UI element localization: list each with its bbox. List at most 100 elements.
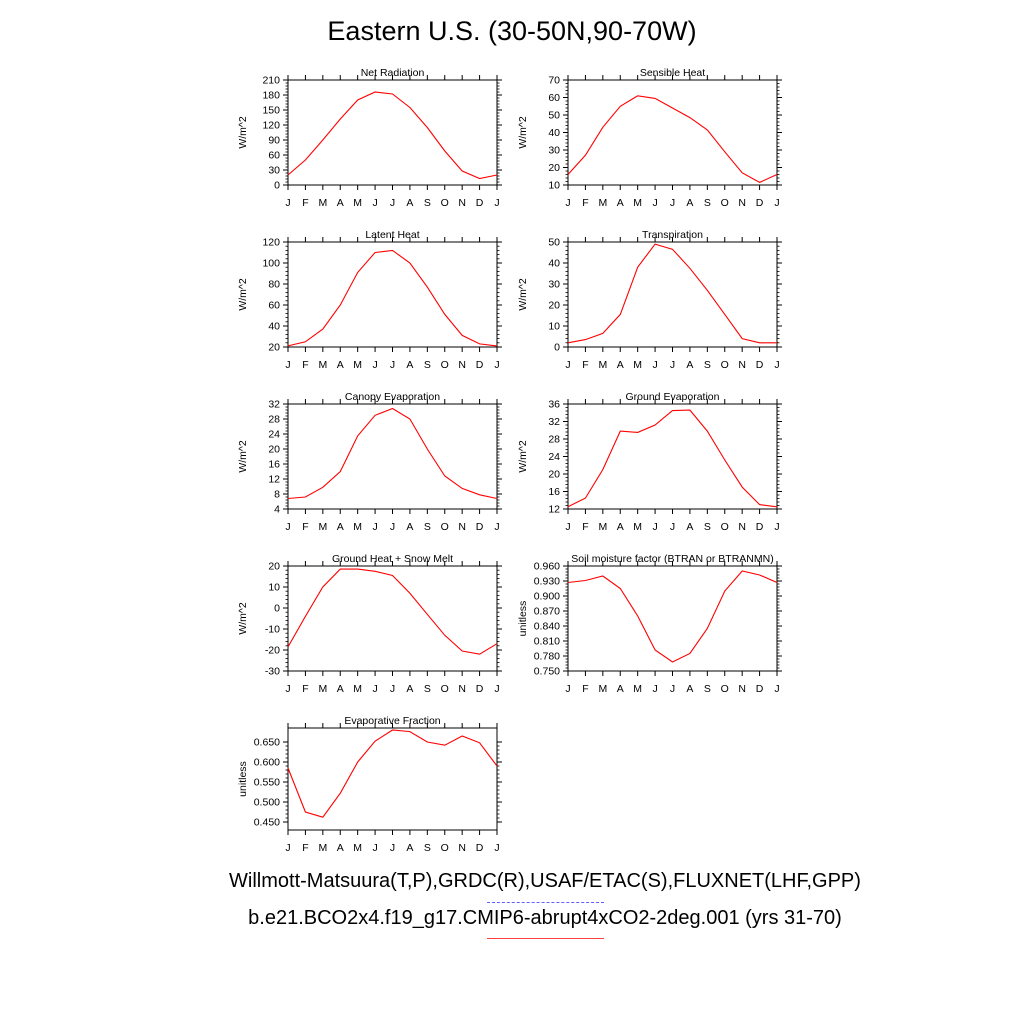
plot-frame [567, 403, 778, 510]
y-tick-label: 16 [548, 486, 560, 498]
model-series-line [567, 570, 778, 663]
x-tick-label: D [756, 197, 764, 209]
x-tick-label: J [565, 683, 570, 695]
y-tick-label: 24 [268, 429, 280, 441]
model-series-line [287, 729, 498, 818]
y-axis-label: W/m^2 [237, 440, 249, 473]
y-tick-label: 50 [548, 110, 560, 122]
x-tick-label: M [318, 197, 327, 209]
x-tick-label: D [476, 197, 484, 209]
y-axis-label: unitless [237, 761, 249, 797]
x-tick-label: F [582, 521, 588, 533]
x-tick-label: M [598, 683, 607, 695]
x-tick-label: J [652, 197, 657, 209]
x-tick-label: F [302, 521, 308, 533]
x-tick-label: J [390, 521, 395, 533]
x-tick-label: M [353, 197, 362, 209]
y-tick-label: 36 [548, 399, 560, 411]
y-tick-label: 60 [268, 150, 280, 162]
x-tick-label: F [302, 359, 308, 371]
y-tick-label: 8 [274, 489, 280, 501]
x-tick-label: A [406, 683, 413, 695]
y-tick-label: 0.840 [534, 621, 560, 633]
x-tick-label: N [458, 197, 466, 209]
x-tick-label: S [424, 359, 431, 371]
y-tick-label: -10 [265, 624, 280, 636]
x-tick-label: A [617, 197, 624, 209]
x-tick-label: J [390, 842, 395, 854]
x-tick-label: J [670, 359, 675, 371]
y-tick-label: 0.750 [534, 666, 560, 678]
x-tick-label: O [721, 359, 729, 371]
y-tick-label: 20 [548, 469, 560, 481]
x-tick-label: J [494, 359, 499, 371]
page-title: Eastern U.S. (30-50N,90-70W) [327, 16, 697, 46]
x-tick-label: A [406, 521, 413, 533]
model-series-line [287, 91, 498, 180]
y-tick-label: 40 [548, 127, 560, 139]
y-axis-label: W/m^2 [517, 440, 529, 473]
y-tick-label: 0.900 [534, 591, 560, 603]
footer-obs-sources: Willmott-Matsuura(T,P),GRDC(R),USAF/ETAC… [229, 870, 861, 892]
y-tick-label: 16 [268, 459, 280, 471]
x-tick-label: O [441, 842, 449, 854]
y-tick-label: 10 [548, 321, 560, 333]
x-tick-label: N [458, 842, 466, 854]
x-tick-label: M [633, 683, 642, 695]
x-tick-label: D [476, 842, 484, 854]
chart-title: Net Radiation [361, 67, 425, 79]
x-tick-label: O [721, 197, 729, 209]
plot-frame [287, 403, 498, 510]
x-tick-label: S [424, 842, 431, 854]
y-tick-label: 30 [548, 145, 560, 157]
chart-title: Ground Heat + Snow Melt [332, 553, 453, 565]
y-tick-label: 180 [262, 90, 280, 102]
y-tick-label: 90 [268, 135, 280, 147]
x-tick-label: F [582, 359, 588, 371]
x-tick-label: D [476, 521, 484, 533]
x-tick-label: M [353, 521, 362, 533]
x-tick-label: D [476, 683, 484, 695]
y-tick-label: 0.930 [534, 576, 560, 588]
x-tick-label: S [704, 521, 711, 533]
model-series-line [567, 243, 777, 344]
x-tick-label: J [285, 521, 290, 533]
y-tick-label: 20 [268, 561, 280, 573]
x-tick-label: F [302, 683, 308, 695]
x-tick-label: O [441, 521, 449, 533]
plot-frame [287, 79, 498, 186]
x-tick-label: J [670, 521, 675, 533]
x-tick-label: J [372, 197, 377, 209]
x-tick-label: N [458, 359, 466, 371]
x-tick-label: J [372, 359, 377, 371]
y-tick-label: 28 [268, 414, 280, 426]
y-tick-label: 30 [548, 279, 560, 291]
x-tick-label: J [565, 521, 570, 533]
y-tick-label: 20 [548, 162, 560, 174]
chart-panel: Soil moisture factor (BTRAN or BTRANMN) u… [517, 553, 782, 695]
x-tick-label: J [774, 197, 779, 209]
model-series-line [567, 95, 778, 184]
y-tick-label: 0.450 [254, 817, 280, 829]
x-tick-label: S [424, 683, 431, 695]
x-tick-label: M [318, 521, 327, 533]
y-tick-label: 10 [548, 180, 560, 192]
x-tick-label: M [353, 359, 362, 371]
chart-title: Ground Evaporation [626, 391, 720, 403]
x-tick-label: J [774, 359, 779, 371]
model-series-line [567, 409, 778, 508]
y-tick-label: 0 [274, 603, 280, 615]
x-tick-label: M [633, 359, 642, 371]
y-tick-label: 32 [268, 399, 280, 411]
x-tick-label: F [302, 842, 308, 854]
x-tick-label: A [617, 521, 624, 533]
x-tick-label: F [582, 683, 588, 695]
y-axis-label: W/m^2 [237, 278, 249, 311]
x-tick-label: A [686, 359, 693, 371]
y-tick-label: 24 [548, 451, 560, 463]
x-tick-label: N [458, 683, 466, 695]
x-tick-label: N [738, 683, 746, 695]
x-tick-label: O [721, 683, 729, 695]
